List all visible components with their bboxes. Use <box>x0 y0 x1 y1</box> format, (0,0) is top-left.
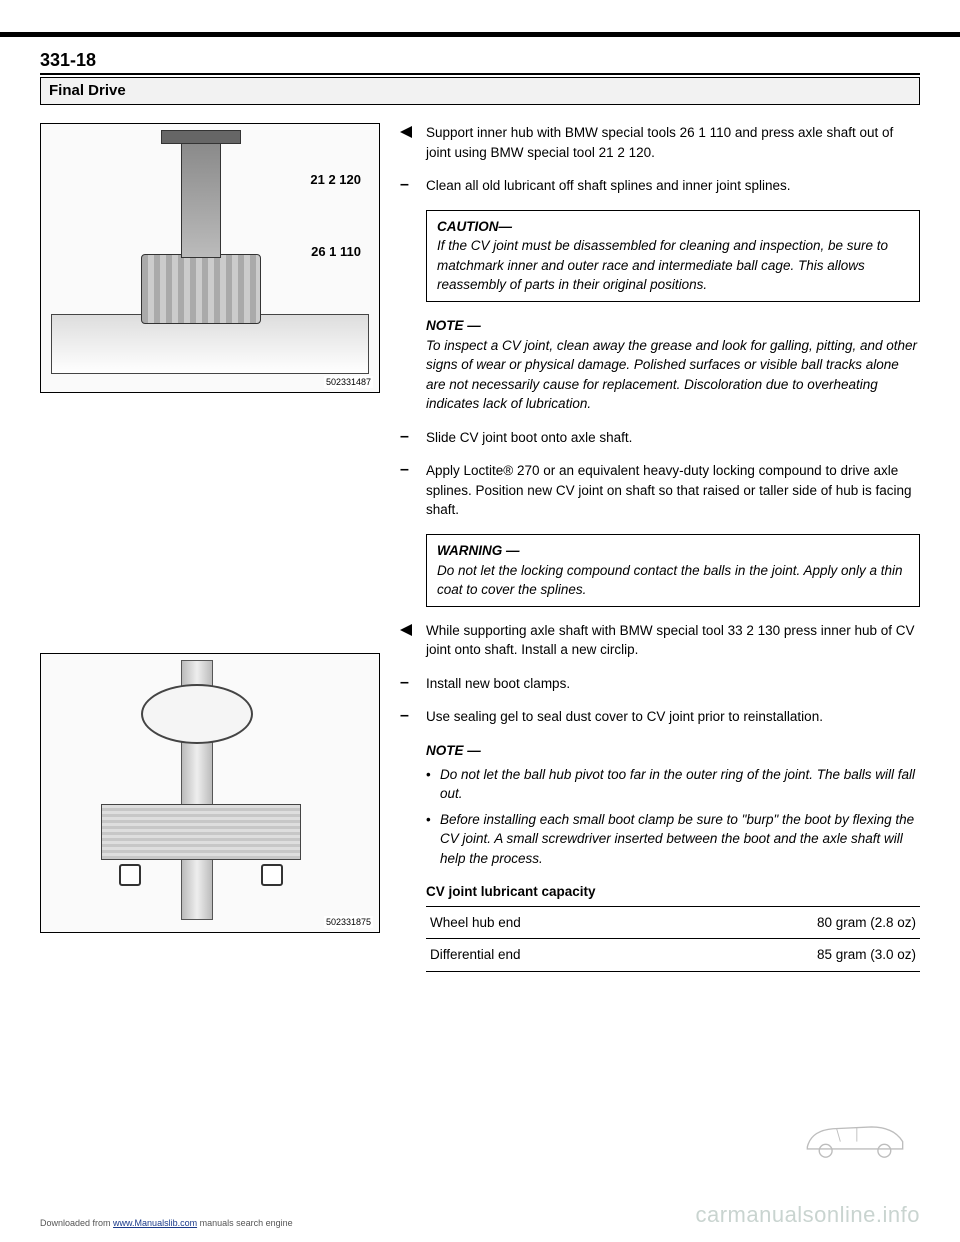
spec-table: Wheel hub end 80 gram (2.8 oz) Different… <box>426 906 920 972</box>
top-rule <box>0 32 960 37</box>
note-1-heading: NOTE — <box>426 316 920 336</box>
fig1-hub <box>141 254 261 324</box>
step-1-text: Support inner hub with BMW special tools… <box>426 123 920 162</box>
step-4-text: Apply Loctite® 270 or an equivalent heav… <box>426 461 920 520</box>
note-2-bullet-2: Before installing each small boot clamp … <box>426 810 920 869</box>
fig1-press-top <box>161 130 241 144</box>
footer-text: Downloaded from www.Manualslib.com manua… <box>40 1218 293 1228</box>
table-row: Wheel hub end 80 gram (2.8 oz) <box>426 906 920 939</box>
page-number: 331-18 <box>40 50 920 73</box>
dash-bullet: – <box>400 461 416 520</box>
note-2: NOTE — Do not let the ball hub pivot too… <box>426 741 920 868</box>
pointer-icon <box>400 123 416 162</box>
step-4: – Apply Loctite® 270 or an equivalent he… <box>400 461 920 520</box>
content-area: 21 2 120 26 1 110 502331487 502331875 Su… <box>40 123 920 973</box>
fig1-press <box>181 138 221 258</box>
section-title-box: Final Drive <box>40 77 920 105</box>
fig2-id: 502331875 <box>324 916 373 928</box>
note-1: NOTE — To inspect a CV joint, clean away… <box>426 316 920 414</box>
step-2-text: Clean all old lubricant off shaft spline… <box>426 176 920 196</box>
step-3: – Slide CV joint boot onto axle shaft. <box>400 428 920 448</box>
dash-bullet: – <box>400 428 416 448</box>
spec-heading: CV joint lubricant capacity <box>426 882 920 902</box>
note-2-bullet-1: Do not let the ball hub pivot too far in… <box>426 765 920 804</box>
step-7-text: Use sealing gel to seal dust cover to CV… <box>426 707 920 727</box>
step-6: – Install new boot clamps. <box>400 674 920 694</box>
fig2-bolt-left <box>119 864 141 886</box>
warning-box: WARNING — Do not let the locking compoun… <box>426 534 920 607</box>
spec-label: Differential end <box>426 939 663 972</box>
car-icon <box>800 1112 910 1162</box>
fig1-label-2: 26 1 110 <box>311 244 361 259</box>
table-row: Differential end 85 gram (3.0 oz) <box>426 939 920 972</box>
spec-value: 80 gram (2.8 oz) <box>663 906 920 939</box>
figure-2: 502331875 <box>40 653 380 933</box>
page-header: 331-18 <box>40 50 920 75</box>
note-2-bullets: Do not let the ball hub pivot too far in… <box>426 765 920 869</box>
footer-suffix: manuals search engine <box>197 1218 293 1228</box>
figure-1: 21 2 120 26 1 110 502331487 <box>40 123 380 393</box>
left-column: 21 2 120 26 1 110 502331487 502331875 <box>40 123 380 973</box>
right-column: Support inner hub with BMW special tools… <box>400 123 920 973</box>
step-7: – Use sealing gel to seal dust cover to … <box>400 707 920 727</box>
step-5-text: While supporting axle shaft with BMW spe… <box>426 621 920 660</box>
pointer-icon <box>400 621 416 660</box>
note-2-heading: NOTE — <box>426 741 920 761</box>
watermark: carmanualsonline.info <box>695 1202 920 1228</box>
caution-box: CAUTION— If the CV joint must be disasse… <box>426 210 920 302</box>
footer-prefix: Downloaded from <box>40 1218 113 1228</box>
step-3-text: Slide CV joint boot onto axle shaft. <box>426 428 920 448</box>
note-1-body: To inspect a CV joint, clean away the gr… <box>426 336 920 414</box>
fig1-label-1: 21 2 120 <box>310 172 361 187</box>
step-5: While supporting axle shaft with BMW spe… <box>400 621 920 660</box>
dash-bullet: – <box>400 674 416 694</box>
fig2-block <box>101 804 301 860</box>
warning-body: Do not let the locking compound contact … <box>437 561 909 600</box>
warning-heading: WARNING — <box>437 541 909 561</box>
step-1: Support inner hub with BMW special tools… <box>400 123 920 162</box>
step-6-text: Install new boot clamps. <box>426 674 920 694</box>
section-title: Final Drive <box>49 82 126 99</box>
footer-link[interactable]: www.Manualslib.com <box>113 1218 197 1228</box>
caution-heading: CAUTION— <box>437 217 909 237</box>
caution-body: If the CV joint must be disassembled for… <box>437 236 909 295</box>
step-2: – Clean all old lubricant off shaft spli… <box>400 176 920 196</box>
fig2-flange <box>141 684 253 744</box>
dash-bullet: – <box>400 707 416 727</box>
fig1-id: 502331487 <box>324 376 373 388</box>
dash-bullet: – <box>400 176 416 196</box>
fig2-bolt-right <box>261 864 283 886</box>
spec-label: Wheel hub end <box>426 906 663 939</box>
spec-value: 85 gram (3.0 oz) <box>663 939 920 972</box>
